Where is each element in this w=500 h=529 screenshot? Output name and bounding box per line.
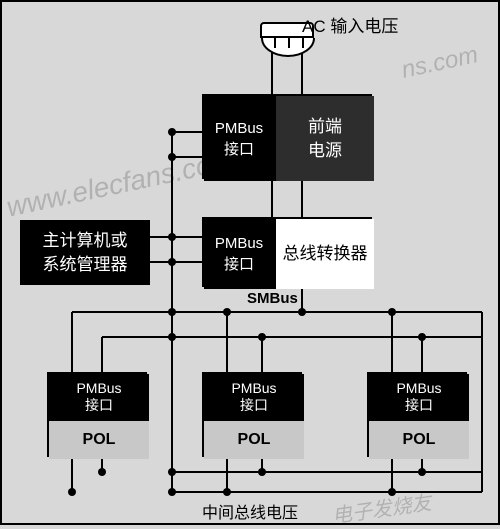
diagram-canvas: AC 输入电压 PMBus 接口 前端 电源 PMBus 接口 总线转换器 主计…	[2, 2, 498, 523]
intermediate-bus-label: 中间总线电压	[202, 499, 298, 523]
pmbus-label: PMBus	[231, 380, 276, 397]
pol-main-cell: POL	[204, 419, 304, 459]
bus-converter-main-cell: 总线转换器	[274, 219, 374, 289]
pmbus-label: PMBus	[215, 233, 263, 254]
interface-label: 接口	[85, 397, 113, 414]
host-line1: 主计算机或	[43, 229, 128, 253]
interface-label: 接口	[240, 397, 268, 414]
interface-label: 接口	[224, 139, 254, 160]
pol-main-cell: POL	[49, 419, 149, 459]
pol-main-cell: POL	[369, 419, 469, 459]
interface-label: 接口	[405, 397, 433, 414]
pmbus-label: PMBus	[215, 118, 263, 139]
pol-label: POL	[238, 429, 271, 451]
ac-input-label: AC 输入电压	[302, 12, 398, 37]
pol-label: POL	[403, 429, 436, 451]
bus-converter-label: 总线转换器	[283, 242, 368, 266]
pmbus-interface-cell: PMBus 接口	[204, 374, 304, 419]
front-end-block: PMBus 接口 前端 电源	[202, 94, 372, 179]
host-block: 主计算机或 系统管理器	[20, 220, 150, 285]
pol-block-3: PMBus 接口 POL	[367, 372, 467, 457]
pmbus-interface-cell: PMBus 接口	[49, 374, 149, 419]
bus-converter-block: PMBus 接口 总线转换器	[202, 217, 372, 287]
pmbus-interface-cell: PMBus 接口	[204, 96, 274, 181]
smbus-label: SMBus	[247, 290, 298, 307]
host-line2: 系统管理器	[43, 253, 128, 277]
front-end-main-cell: 前端 电源	[274, 96, 374, 181]
interface-label: 接口	[224, 254, 254, 275]
pol-label: POL	[83, 429, 116, 451]
pmbus-interface-cell: PMBus 接口	[204, 219, 274, 289]
pmbus-label: PMBus	[396, 380, 441, 397]
pol-block-2: PMBus 接口 POL	[202, 372, 302, 457]
front-end-line2: 电源	[308, 139, 342, 163]
pol-block-1: PMBus 接口 POL	[47, 372, 147, 457]
front-end-line1: 前端	[308, 115, 342, 139]
pmbus-label: PMBus	[76, 380, 121, 397]
pmbus-interface-cell: PMBus 接口	[369, 374, 469, 419]
